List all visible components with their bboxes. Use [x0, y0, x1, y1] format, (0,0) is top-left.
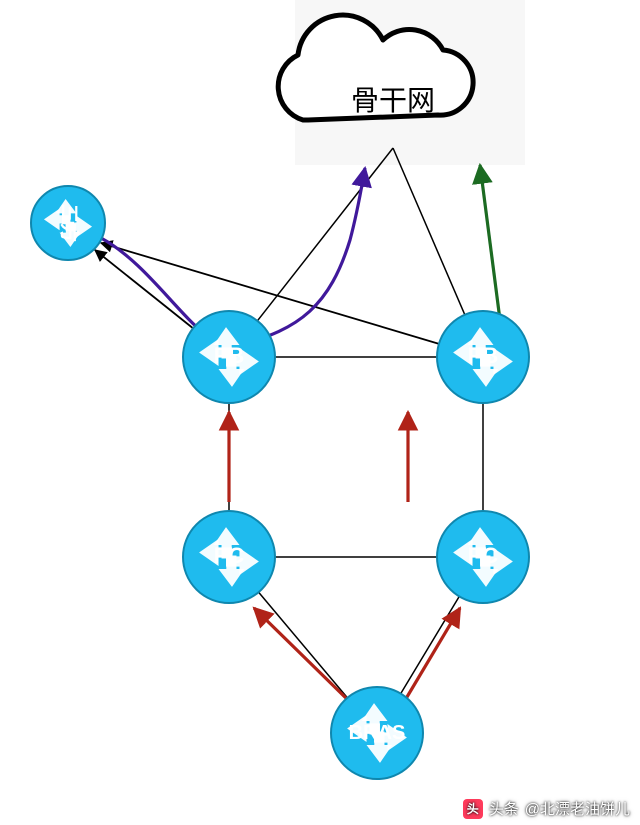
node-pc_right-label: PC	[468, 543, 499, 568]
node-thirdparty-label: 三方	[58, 204, 81, 242]
structural-edges	[229, 148, 483, 698]
watermark-logo-icon: 头	[463, 799, 483, 819]
node-bras-label: BRAS	[349, 722, 406, 744]
watermark-author: @北漂老油饼儿	[525, 798, 630, 819]
node-pb_right: PB	[437, 311, 529, 403]
node-bras: BRAS	[331, 687, 423, 779]
thirdparty-arrows	[95, 243, 483, 357]
node-pc_left-label: PC	[214, 543, 245, 568]
node-pb_left-label: PB	[214, 343, 245, 368]
watermark: 头 头条 @北漂老油饼儿	[463, 798, 630, 819]
node-thirdparty: 三方	[31, 186, 105, 260]
cloud-label: 骨干网	[351, 85, 435, 116]
green-arrow	[480, 165, 500, 320]
node-pc_left: PC	[183, 511, 275, 603]
node-pc_right: PC	[437, 511, 529, 603]
watermark-prefix: 头条	[489, 798, 519, 819]
node-pb_left: PB	[183, 311, 275, 403]
node-pb_right-label: PB	[468, 343, 499, 368]
